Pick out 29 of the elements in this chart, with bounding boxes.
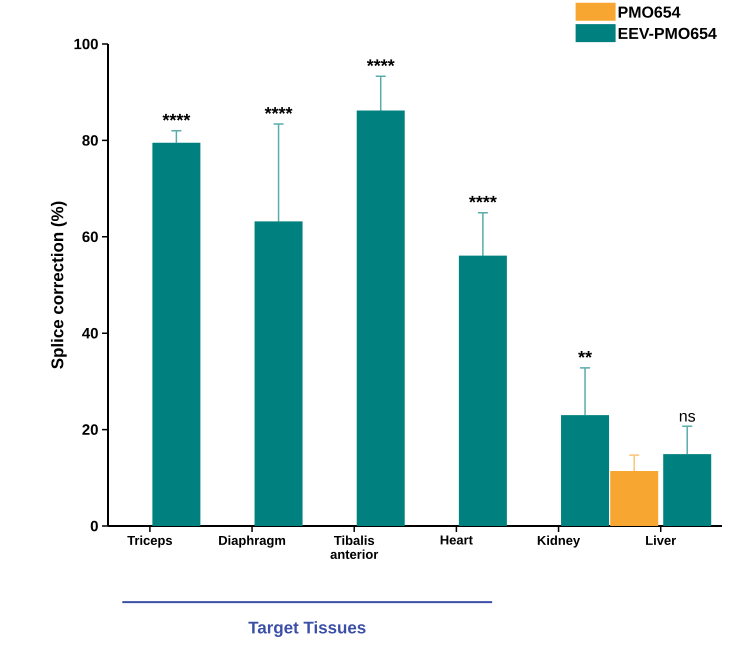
- bar: [561, 415, 610, 526]
- y-tick-label: 100: [74, 38, 98, 50]
- x-tick-label: Kidney: [538, 536, 580, 548]
- x-tick-label: Heart: [440, 536, 473, 545]
- x-tick-label: Liver: [646, 536, 676, 546]
- annotation: ****: [162, 114, 190, 121]
- legend-label: EEV-PMO654: [618, 28, 717, 40]
- bar: [356, 110, 405, 526]
- annotation: ns: [680, 412, 696, 422]
- y-tick-label: 60: [82, 232, 98, 242]
- x-tick-label: Tibalis anterior: [330, 536, 378, 559]
- y-tick-label: 0: [90, 520, 98, 532]
- y-tick-label: 80: [82, 135, 98, 146]
- annotation: ****: [264, 107, 292, 114]
- bar: [152, 142, 200, 526]
- annotation: ****: [468, 196, 497, 203]
- annotation: **: [578, 351, 592, 358]
- y-tick-label: 20: [82, 424, 98, 435]
- y-axis-title: Splice correction (%): [50, 202, 67, 369]
- legend-label: PMO654: [618, 6, 680, 18]
- bar: [663, 454, 712, 526]
- text: Target Tissues: [248, 621, 366, 637]
- bar: [610, 471, 658, 526]
- y-tick-label: 40: [82, 328, 98, 338]
- bar: [254, 221, 303, 526]
- annotation: ****: [366, 59, 395, 66]
- x-tick-label: Diaphragm: [219, 536, 286, 548]
- bar: [458, 256, 507, 526]
- x-tick-label: Triceps: [127, 536, 172, 548]
